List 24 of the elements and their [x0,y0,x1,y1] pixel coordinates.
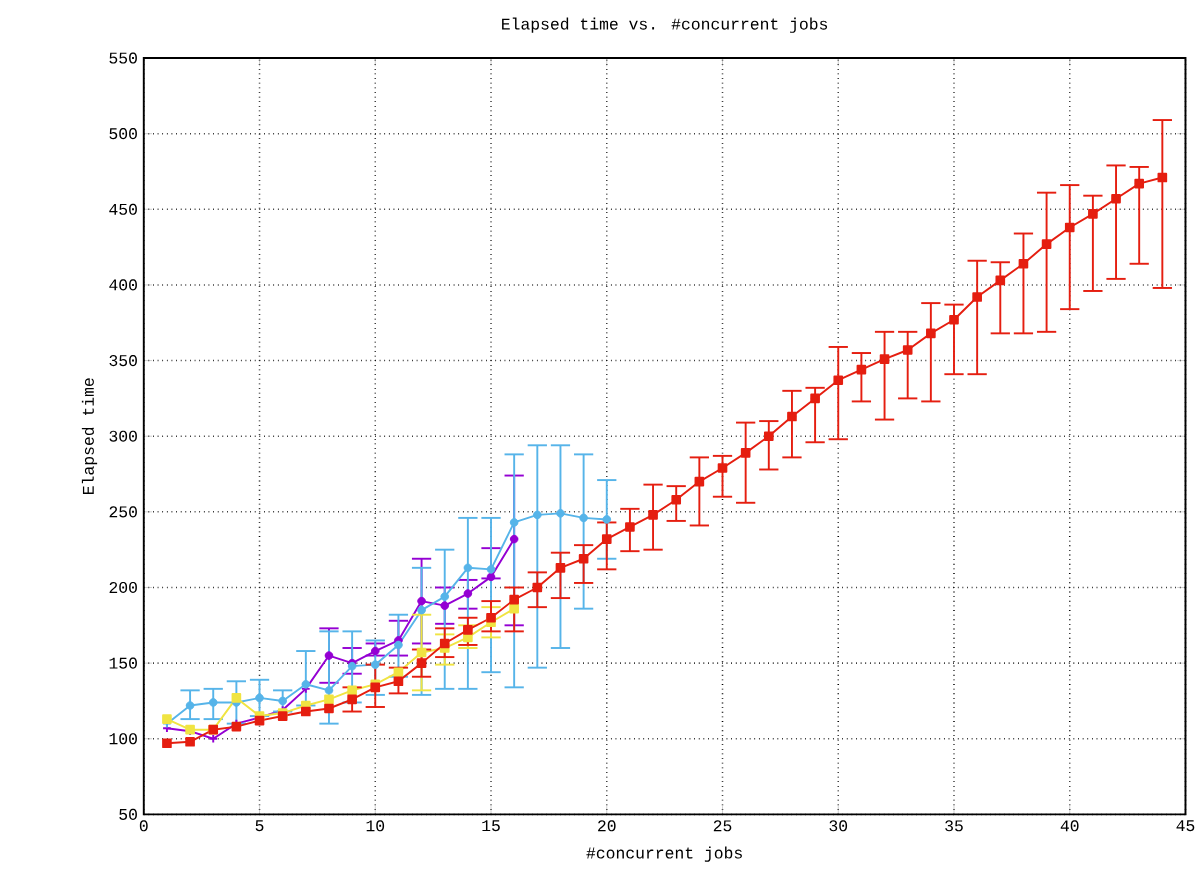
y-tick-label: 500 [109,128,137,140]
y-tick-label: 150 [109,657,137,669]
x-tick-label: 5 [255,820,264,832]
y-tick-label: 450 [109,203,137,215]
y-tick-label: 350 [109,355,137,367]
x-tick-label: 30 [829,820,848,832]
x-tick-label: 0 [139,820,148,832]
x-tick-label: 35 [945,820,963,832]
y-tick-label: 550 [109,52,137,64]
y-tick-label: 200 [109,582,137,594]
x-tick-label: 45 [1176,820,1195,832]
y-tick-label: 50 [119,808,137,821]
y-tick-label: 300 [109,430,137,442]
y-axis-title: Elapsed time [81,378,98,494]
chart-title: Elapsed time vs. #concurrent jobs [502,17,828,33]
x-tick-label: 25 [713,820,732,832]
x-axis-title: #concurrent jobs [586,846,742,862]
x-tick-label: 10 [366,820,385,832]
x-tick-label: 20 [598,820,616,832]
y-tick-label: 100 [109,733,137,745]
x-tick-label: 15 [482,820,500,832]
y-tick-label: 400 [109,279,137,291]
y-tick-label: 250 [109,506,137,518]
x-tick-label: 40 [1060,820,1079,832]
